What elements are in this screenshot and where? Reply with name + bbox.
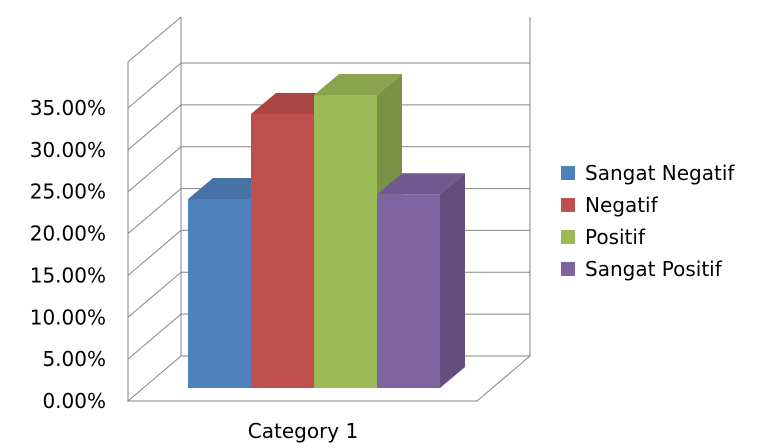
bars — [188, 74, 465, 389]
bar-front-face — [251, 113, 314, 388]
legend-item-negatif: Negatif — [561, 190, 734, 220]
bar — [377, 173, 465, 388]
legend-label: Negatif — [585, 193, 658, 217]
side-wall-top-edge — [127, 16, 182, 63]
y-tick-label: 15.00% — [30, 263, 106, 287]
bar-front-face — [188, 199, 251, 388]
y-tick-label: 25.00% — [30, 180, 106, 204]
y-tick-label: 30.00% — [30, 138, 106, 162]
y-axis-ticks: 0.00% 5.00% 10.00% 15.00% 20.00% 25.00% 30.00%… — [30, 96, 106, 413]
side-gridline — [127, 188, 182, 234]
legend-item-sangat-positif: Sangat Positif — [561, 254, 734, 284]
side-gridline — [127, 104, 182, 151]
legend-label: Sangat Negatif — [585, 161, 735, 185]
side-gridline — [127, 146, 182, 193]
y-tick-label: 20.00% — [30, 222, 106, 246]
bar-top-face — [314, 74, 402, 96]
legend-swatch — [561, 198, 575, 212]
side-gridline — [127, 313, 182, 360]
legend-label: Sangat Positif — [585, 257, 722, 281]
legend: Sangat Negatif Negatif Positif Sangat Po… — [561, 158, 734, 286]
y-tick-label: 0.00% — [42, 389, 106, 413]
y-tick-label: 10.00% — [30, 305, 106, 329]
legend-item-sangat-negatif: Sangat Negatif — [561, 158, 734, 188]
chart-walls — [126, 16, 532, 402]
side-gridline — [127, 62, 182, 109]
legend-item-positif: Positif — [561, 222, 734, 252]
bar-front-face — [377, 194, 440, 388]
side-gridline — [127, 230, 182, 276]
bar-front-face — [314, 95, 377, 389]
y-tick-label: 5.00% — [42, 347, 106, 371]
x-category-label: Category 1 — [248, 419, 358, 443]
legend-label: Positif — [585, 225, 645, 249]
y-tick-label: 35.00% — [30, 96, 106, 120]
legend-swatch — [561, 262, 575, 276]
bar-top-face — [377, 173, 465, 195]
side-gridline — [127, 271, 182, 318]
chart-floor — [126, 355, 532, 402]
bar-side-face — [440, 173, 465, 388]
legend-swatch — [561, 166, 575, 180]
legend-swatch — [561, 230, 575, 244]
